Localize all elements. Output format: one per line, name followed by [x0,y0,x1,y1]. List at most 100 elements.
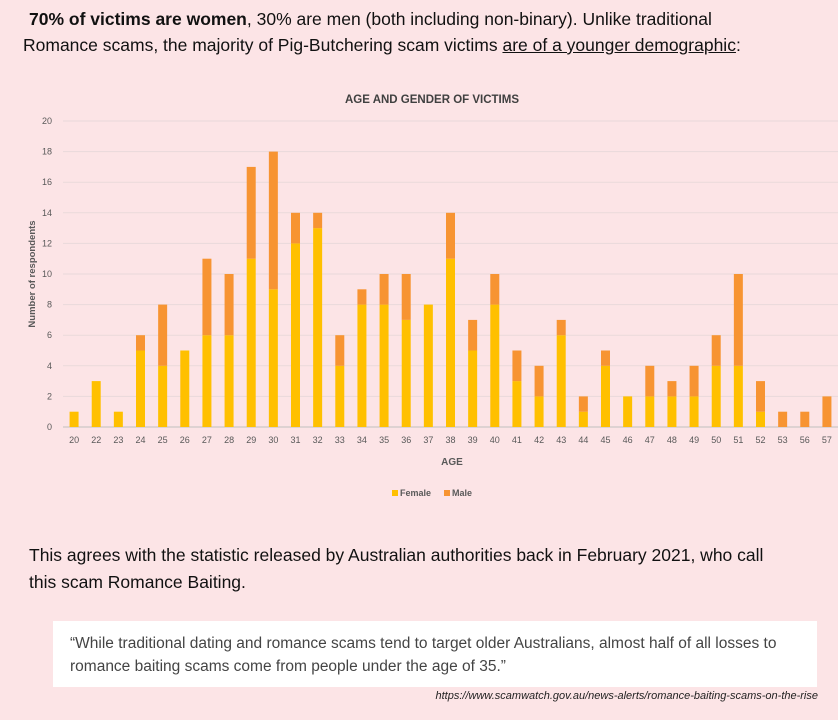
bar-male [224,274,234,336]
bar-male [136,335,145,351]
x-tick-label: 53 [778,435,788,445]
bar-male [313,212,323,229]
bar-female [158,365,168,427]
bar-female [689,396,699,427]
x-tick-label: 42 [534,435,544,445]
bar-female [711,365,721,427]
x-tick-label: 43 [556,435,566,445]
legend-swatch-female [392,490,398,496]
bar-female [512,381,522,427]
bar-male [756,381,765,412]
x-tick-label: 28 [224,435,234,445]
x-tick-label: 51 [733,435,743,445]
y-tick-label: 10 [42,269,52,279]
bar-female [224,335,234,427]
bar-male [667,381,677,397]
x-tick-label: 35 [379,435,389,445]
x-tick-label: 38 [445,435,455,445]
bar-female [578,411,588,427]
y-tick-label: 12 [42,238,52,248]
x-axis-label: AGE [441,457,463,468]
middle-line-2: this scam Romance Baiting. [29,572,246,592]
bar-female [202,335,212,427]
bar-male [778,411,788,427]
x-tick-label: 29 [246,435,256,445]
bar-male [534,365,544,397]
middle-text: This agrees with the statistic released … [29,542,829,596]
bar-female [733,365,743,427]
bar-male [689,365,699,397]
bar-male [601,350,610,366]
legend-label-male: Male [452,488,472,498]
bar-male [822,396,832,427]
bar-male [291,212,300,244]
bar-female [357,304,367,427]
x-tick-label: 56 [800,435,810,445]
bar-female [490,304,500,427]
bar-female [335,365,345,427]
bar-female [113,411,123,427]
chart-title: AGE AND GENDER OF VICTIMS [345,94,519,106]
bar-male [711,335,721,366]
x-tick-label: 33 [335,435,345,445]
y-tick-label: 16 [42,177,52,187]
y-tick-label: 6 [47,330,52,340]
x-tick-label: 34 [357,435,367,445]
x-tick-label: 47 [645,435,655,445]
bar-male [202,258,212,336]
x-tick-label: 32 [313,435,323,445]
y-tick-label: 8 [47,300,52,310]
bar-male [490,274,500,305]
y-tick-label: 20 [42,116,52,126]
bar-male [512,350,522,382]
bar-male [800,411,810,427]
bar-male [645,365,655,397]
x-tick-label: 30 [268,435,278,445]
bar-female [69,411,79,427]
legend-swatch-male [444,490,450,496]
bar-male [379,274,389,305]
x-tick-label: 41 [512,435,522,445]
x-tick-label: 26 [180,435,190,445]
bar-male [158,304,168,366]
bar-female [534,396,544,427]
bar-female [446,258,455,427]
bar-female [401,319,411,427]
bar-male [556,319,566,336]
source-link[interactable]: https://www.scamwatch.gov.au/news-alerts… [435,690,819,702]
x-tick-label: 49 [689,435,699,445]
y-tick-label: 0 [47,422,52,432]
bar-female [246,258,256,427]
x-tick-label: 50 [711,435,721,445]
bar-female [313,228,323,427]
bar-male [246,166,256,259]
x-tick-label: 46 [623,435,633,445]
intro-line-2: Romance scams, the majority of Pig-Butch… [23,32,829,58]
intro-underlined: are of a younger demographic [502,35,736,55]
x-tick-label: 45 [600,435,610,445]
x-tick-label: 44 [578,435,588,445]
bar-female [291,243,300,427]
middle-line-1: This agrees with the statistic released … [29,545,764,565]
bar-female [423,304,433,427]
quote-text: “While traditional dating and romance sc… [70,635,777,675]
intro-text: 70% of victims are women, 30% are men (b… [23,6,829,58]
bar-female [623,396,633,427]
x-tick-label: 20 [69,435,79,445]
x-tick-label: 39 [468,435,478,445]
bar-male [357,289,367,305]
x-tick-label: 31 [290,435,300,445]
intro-line2-start: Romance scams, the majority of Pig-Butch… [23,35,503,55]
x-tick-label: 37 [423,435,433,445]
x-tick-label: 27 [202,435,212,445]
intro-line2-end: : [735,35,741,55]
age-gender-chart: AGE AND GENDER OF VICTIMS024681012141618… [27,94,838,498]
y-tick-label: 18 [42,147,52,157]
x-tick-label: 25 [158,435,168,445]
y-tick-label: 2 [47,391,52,401]
bar-female [91,381,101,427]
x-tick-label: 23 [113,435,123,445]
y-axis-label: Number of respondents [27,220,38,327]
intro-rest: , 30% are men (both including non-binary… [246,9,712,29]
bar-male [733,274,743,366]
